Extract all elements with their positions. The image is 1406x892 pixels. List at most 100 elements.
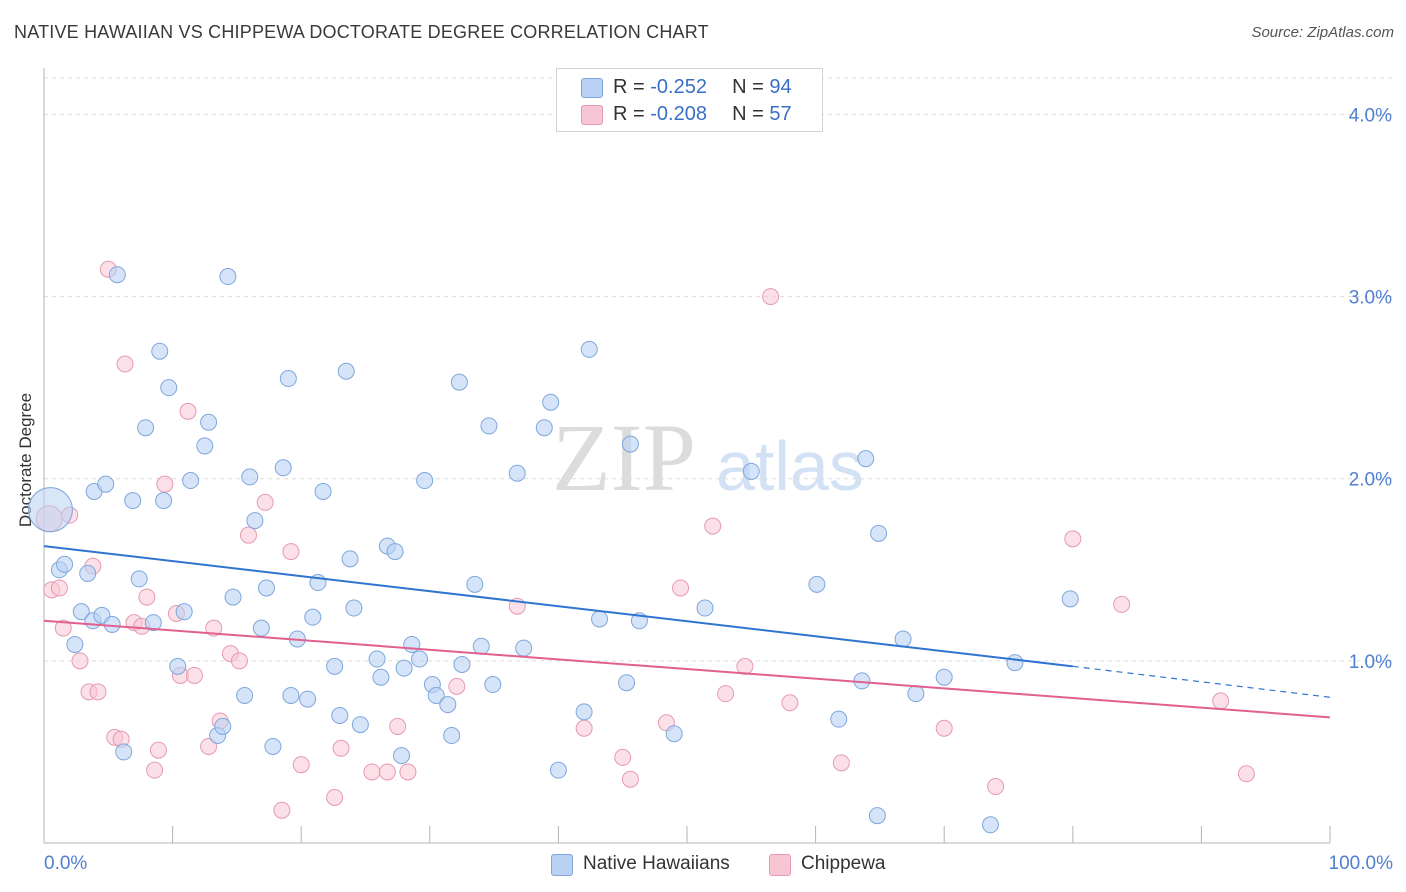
native-hawaiian-point [304,608,322,626]
native-hawaiian-point [279,370,297,388]
native-hawaiian-point [466,575,484,593]
native-hawaiian-point [314,482,332,500]
legend-n-label: N = [732,76,770,98]
y-tick-label: 1.0% [1349,652,1392,673]
native-hawaiian-point [386,543,404,561]
native-hawaiian-point [870,524,888,542]
chippewa-trend-line [43,619,1331,719]
chippewa-point [200,737,218,755]
native-hawaiian-point [621,435,639,453]
chippewa-point [54,619,72,637]
chippewa-point [138,588,156,606]
native-hawaiian-point [395,659,413,677]
legend-n-label: N = [732,103,770,125]
chippewa-point [575,719,593,737]
native-hawaiian-point [274,459,292,477]
chippewa-point [1237,765,1255,783]
native-hawaiian-point [97,475,115,493]
chippewa-point [205,619,223,637]
chippewa-point [1064,530,1082,548]
native-hawaiian-point [130,570,148,588]
watermark-zip: ZIP [552,404,696,511]
native-hawaiian-point [175,603,193,621]
tick-labels: 1.0% 2.0% 3.0% 4.0% 0.0% 100.0% [44,105,1393,874]
chippewa-point [399,763,417,781]
native-hawaiian-point [182,472,200,490]
native-hawaiian-point [137,419,155,437]
native-hawaiian-point [575,703,593,721]
native-hawaiian-point [124,492,142,510]
native-hawaiian-point [108,266,126,284]
chippewa-point [179,402,197,420]
chippewa-point [292,756,310,774]
chippewa-point [282,543,300,561]
legend-r-label: R = [613,103,651,125]
native-hawaiian-point [580,340,598,358]
legend-r-value: -0.208 [650,103,707,125]
chippewa-point [614,748,632,766]
native-hawaiian-point [224,588,242,606]
chart-title: NATIVE HAWAIIAN VS CHIPPEWA DOCTORATE DE… [14,22,709,42]
chippewa-point [332,739,350,757]
legend-r-label: R = [613,76,651,98]
watermark: ZIP atlas [552,404,864,511]
chippewa-point [273,801,291,819]
native-hawaiian-point [257,579,275,597]
chippewa-point [1113,595,1131,613]
series-legend: Native Hawaiians Chippewa [0,852,1406,878]
native-hawaiian-point [115,743,133,761]
native-hawaiian-point [372,668,390,686]
chippewa-point [378,763,396,781]
native-hawaiian-point [236,686,254,704]
native-hawaiian-trend-line [43,545,1073,668]
native-hawaiian-point [155,492,173,510]
native-hawaiian-point [66,635,84,653]
native-hawaiian-point [935,668,953,686]
native-hawaiian-point [857,450,875,468]
native-hawaiian-point [439,696,457,714]
chippewa-point [832,754,850,772]
native-hawaiian-point [907,685,925,703]
chippewa-point [50,579,68,597]
native-hawaiian-point [665,725,683,743]
native-hawaiian-point [542,393,560,411]
native-hawaiian-point [696,599,714,617]
native-hawaiian-point [515,639,533,657]
chippewa-point [448,677,466,695]
native-hawaiian-point [1006,654,1024,672]
native-hawaiian-point [200,413,218,431]
chippewa-point [363,763,381,781]
chippewa-point [621,770,639,788]
chippewa-point [116,355,134,373]
trend-lines [43,545,1331,719]
grid-lines [44,77,1392,662]
chippewa-point [146,761,164,779]
chippewa-point [704,517,722,535]
y-tick-label: 4.0% [1349,105,1392,126]
legend-swatch-blue [581,78,603,98]
x-tick-label: 0.0% [44,853,87,874]
native-hawaiian-point [427,686,445,704]
chippewa-point [230,652,248,670]
native-hawaiian-point [241,468,259,486]
native-hawaiian-point [56,555,74,573]
native-hawaiian-point [160,379,178,397]
native-hawaiian-point [368,650,386,668]
native-hawaiian-point [345,599,363,617]
native-hawaiian-point [894,630,912,648]
native-hawaiian-points [27,266,1079,834]
native-hawaiian-point [264,737,282,755]
native-hawaiian-point [326,657,344,675]
native-hawaiian-point [808,575,826,593]
native-hawaiian-point [27,487,73,533]
native-hawaiian-point [79,564,97,582]
legend-label: Chippewa [801,853,886,874]
chippewa-points [35,260,1255,819]
native-hawaiian-point [484,676,502,694]
chippewa-point [156,475,174,493]
chippewa-point [762,288,780,306]
native-hawaiian-point [103,615,121,633]
watermark-atlas: atlas [716,427,864,505]
chippewa-point [736,657,754,675]
